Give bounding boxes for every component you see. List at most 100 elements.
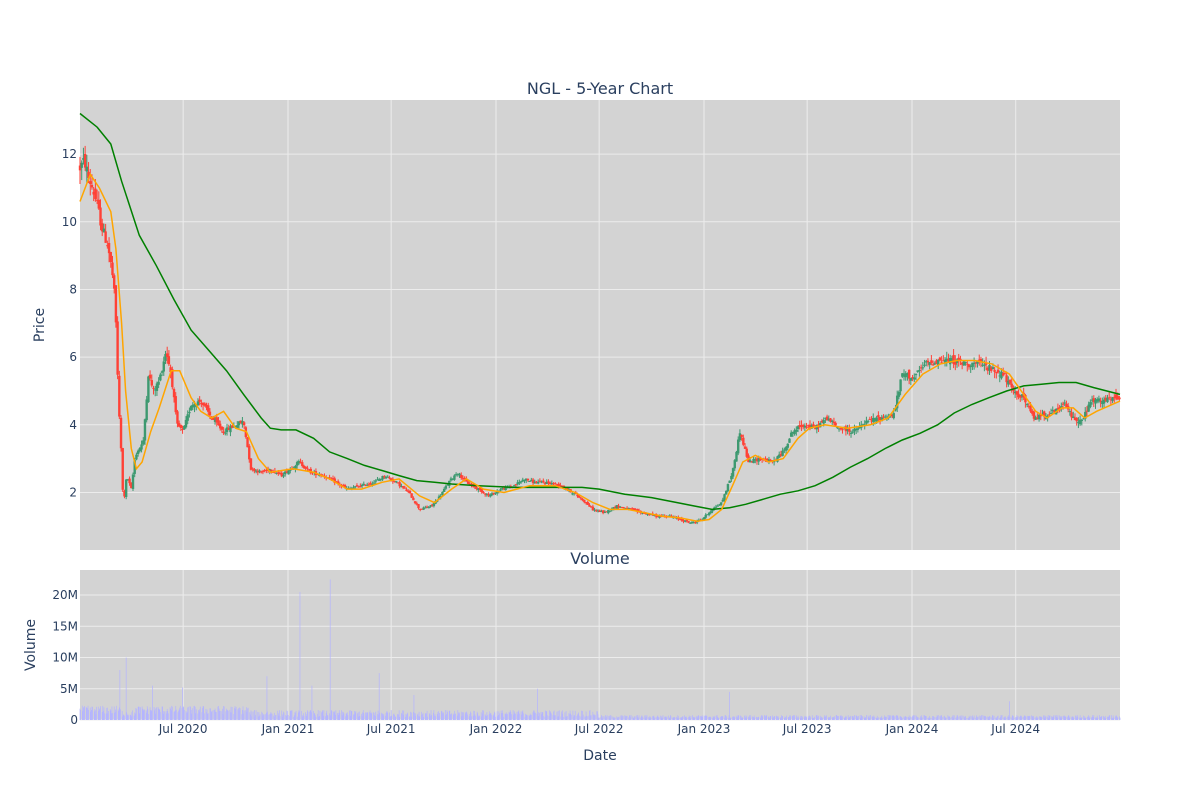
volume-bar: [355, 711, 357, 720]
candle-down-body: [87, 171, 90, 179]
volume-bar: [261, 711, 263, 720]
volume-bar: [171, 706, 173, 720]
date-x-tick-label: Jul 2022: [574, 722, 624, 736]
volume-bar: [386, 711, 388, 720]
candle-down-body: [383, 476, 386, 478]
volume-bar: [855, 715, 857, 720]
candle-down-body: [367, 484, 371, 486]
volume-bar: [358, 711, 360, 720]
volume-bars: [79, 579, 1121, 720]
volume-bar: [773, 716, 775, 720]
volume-bar: [867, 715, 869, 720]
candle-up-body: [136, 450, 140, 455]
volume-bar: [365, 715, 367, 720]
volume-bar: [560, 716, 562, 720]
volume-bar: [819, 715, 821, 720]
volume-bar: [151, 709, 153, 720]
volume-bar: [542, 712, 544, 720]
volume-bar: [238, 710, 240, 720]
volume-bar: [915, 715, 917, 720]
volume-bar: [239, 707, 240, 720]
volume-bar: [1064, 715, 1066, 720]
volume-bar: [437, 712, 439, 720]
volume-bar: [1101, 716, 1103, 720]
candle-down-body: [557, 483, 560, 487]
candle-down-body: [952, 355, 955, 365]
volume-bar: [354, 711, 356, 720]
candle-down-body: [359, 485, 362, 487]
candle-up-body: [836, 427, 839, 429]
volume-bar: [733, 717, 735, 720]
volume-bar: [306, 713, 308, 720]
candle-up-body: [752, 458, 755, 464]
volume-bar: [382, 715, 384, 720]
volume-bar: [398, 710, 400, 720]
volume-bar: [424, 713, 426, 720]
candle-up-body: [757, 458, 760, 462]
volume-bar: [414, 712, 415, 720]
volume-bar: [393, 713, 395, 720]
volume-bar: [440, 711, 442, 720]
candle-up-body: [733, 460, 736, 469]
volume-bar: [903, 716, 905, 720]
volume-bar: [1001, 715, 1002, 720]
volume-bar: [904, 717, 905, 720]
volume-bar: [373, 712, 375, 720]
candle-down-body: [743, 446, 747, 449]
candle-down-body: [740, 434, 743, 437]
candle-up-body: [1051, 409, 1054, 411]
volume-bar: [231, 707, 233, 720]
volume-bar: [128, 715, 129, 720]
volume-bar: [646, 716, 647, 720]
volume-bar: [417, 714, 418, 720]
volume-bar: [1100, 716, 1101, 720]
volume-bar: [803, 717, 805, 720]
volume-bar: [969, 716, 970, 720]
volume-bar: [732, 717, 733, 720]
volume-bar: [155, 713, 157, 720]
volume-bar: [1068, 717, 1070, 720]
volume-bar: [206, 709, 208, 720]
volume-bar: [1087, 716, 1089, 720]
volume-bar: [884, 715, 885, 720]
volume-bar: [644, 715, 646, 720]
candle-up-body: [754, 459, 757, 461]
candle-up-body: [283, 471, 287, 475]
volume-bar: [481, 710, 483, 720]
volume-bar: [203, 706, 205, 720]
volume-bar: [410, 716, 412, 720]
volume-bar: [466, 712, 468, 720]
candle-up-body: [971, 362, 974, 367]
volume-bar: [976, 715, 977, 720]
candle-up-body: [540, 481, 543, 483]
volume-bar: [247, 708, 248, 720]
volume-bar: [605, 715, 606, 720]
volume-bar: [956, 715, 958, 720]
volume-bar: [119, 670, 121, 720]
volume-bar: [598, 717, 600, 720]
volume-bar: [702, 715, 704, 720]
candle-up-body: [607, 510, 610, 514]
candle-up-body: [133, 460, 136, 474]
candle-down-body: [425, 506, 429, 508]
volume-bar: [331, 711, 333, 720]
volume-bar: [418, 716, 419, 720]
volume-bar: [286, 710, 288, 720]
volume-bar: [952, 715, 954, 720]
volume-bar: [434, 714, 436, 720]
volume-bar: [537, 688, 538, 720]
volume-bar: [633, 717, 635, 720]
volume-bar: [1075, 715, 1076, 720]
candle-up-body: [791, 431, 795, 433]
volume-bar: [781, 715, 782, 720]
volume-bar: [401, 712, 402, 720]
candle-up-body: [608, 510, 612, 512]
volume-bar: [614, 717, 616, 720]
volume-bar: [140, 707, 141, 720]
volume-bar: [981, 715, 983, 720]
candle-up-body: [234, 425, 237, 427]
volume-bar: [526, 714, 528, 720]
volume-bar: [794, 715, 795, 720]
candle-down-body: [97, 199, 101, 209]
